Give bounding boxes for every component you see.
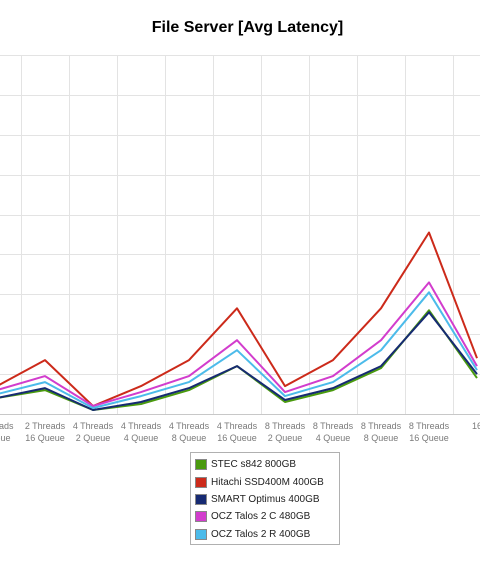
series-line-4: [0, 281, 478, 407]
x-tick-label: 8 Threads 8 Queue: [361, 421, 402, 443]
x-tick-label: ThreadsQueue: [0, 421, 14, 443]
legend-swatch: [195, 476, 207, 488]
x-tick-label: 8 Threads 4 Queue: [313, 421, 354, 443]
legend-item[interactable]: OCZ Talos 2 C 480GB: [195, 508, 339, 525]
chart-title: File Server [Avg Latency]: [151, 19, 344, 36]
x-tick-label: 4 Threads 8 Queue: [169, 421, 210, 443]
x-tick-label: 8 Threads 16 Queue: [409, 421, 450, 443]
legend-swatch: [195, 493, 207, 505]
legend-item[interactable]: STEC s842 800GB: [195, 456, 339, 473]
series-lines: [0, 231, 478, 411]
x-tick-label: 4 Threads 2 Queue: [73, 421, 114, 443]
legend-label: OCZ Talos 2 C 480GB: [211, 511, 311, 523]
series-line-2: [0, 231, 478, 407]
legend-item[interactable]: SMART Optimus 400GB: [195, 491, 339, 508]
legend-label: Hitachi SSD400M 400GB: [211, 476, 324, 488]
x-tick-label: 8 Threads 2 Queue: [265, 421, 306, 443]
series-line-5: [0, 291, 478, 409]
x-tick-label: 16: [472, 421, 480, 431]
x-tick-label: 2 Threads 16 Queue: [25, 421, 66, 443]
legend-item[interactable]: Hitachi SSD400M 400GB: [195, 473, 339, 490]
chart-grid: [0, 55, 480, 415]
legend-swatch: [195, 459, 207, 471]
legend-swatch: [195, 511, 207, 523]
legend-label: STEC s842 800GB: [211, 459, 297, 471]
x-tick-label: 4 Threads 4 Queue: [121, 421, 162, 443]
x-tick-label: 4 Threads 16 Queue: [217, 421, 258, 443]
legend-label: SMART Optimus 400GB: [211, 493, 320, 505]
legend-swatch: [195, 528, 207, 540]
legend-label: OCZ Talos 2 R 400GB: [211, 528, 311, 540]
chart-legend: STEC s842 800GB Hitachi SSD400M 400GB SMAR…: [190, 452, 340, 545]
series-line-3: [0, 311, 478, 411]
legend-item[interactable]: OCZ Talos 2 R 400GB: [195, 526, 339, 543]
